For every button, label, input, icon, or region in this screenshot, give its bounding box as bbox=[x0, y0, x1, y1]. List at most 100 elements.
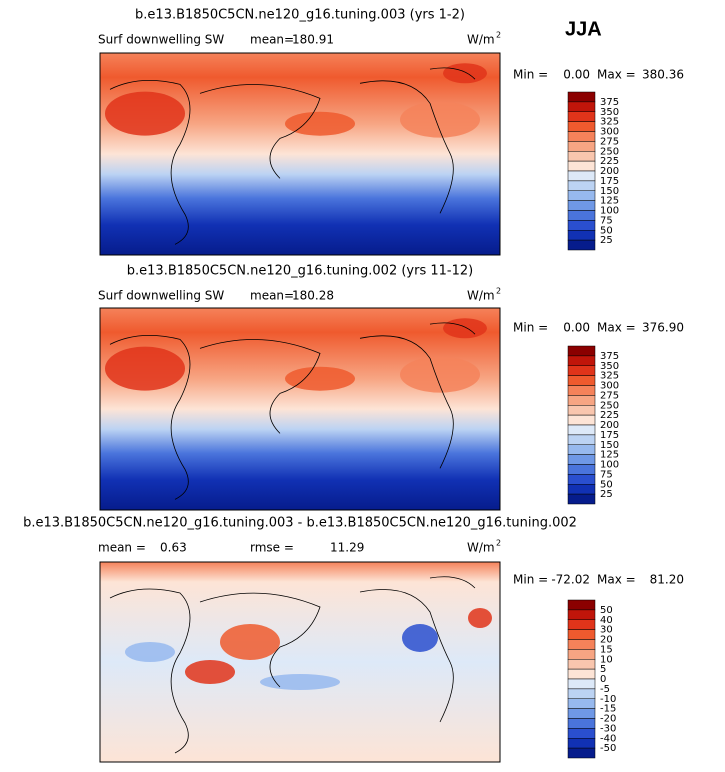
colorbar-box bbox=[567, 111, 596, 122]
colorbar-box bbox=[567, 708, 596, 719]
colorbar-box bbox=[567, 385, 596, 396]
colorbar-box bbox=[567, 101, 596, 112]
units-exponent: 2 bbox=[496, 31, 501, 40]
rmse-label: rmse = bbox=[250, 541, 294, 555]
colorbar-label: -5 bbox=[600, 684, 610, 695]
field-name: Surf downwelling SW bbox=[98, 33, 224, 47]
colorbar-box bbox=[567, 747, 596, 759]
colorbar-label: 25 bbox=[600, 489, 613, 500]
colorbar-box bbox=[567, 484, 596, 495]
field-name: Surf downwelling SW bbox=[98, 289, 224, 303]
units: W/m bbox=[467, 541, 495, 555]
map-region bbox=[105, 346, 185, 391]
colorbar-box bbox=[567, 220, 596, 231]
colorbar-box bbox=[567, 474, 596, 485]
colorbar-box bbox=[567, 718, 596, 729]
colorbar-box bbox=[567, 230, 596, 241]
colorbar-box bbox=[567, 131, 596, 142]
mean-value: 0.63 bbox=[160, 541, 187, 555]
colorbar-label: 325 bbox=[600, 371, 619, 382]
colorbar-label: -50 bbox=[600, 743, 616, 754]
colorbar-box bbox=[567, 464, 596, 475]
colorbar-box bbox=[567, 414, 596, 426]
colorbar-box bbox=[567, 599, 596, 611]
colorbar-box bbox=[567, 190, 596, 201]
colorbar-box bbox=[567, 395, 596, 406]
max-value: 376.90 bbox=[642, 321, 684, 335]
colorbar-label: -20 bbox=[600, 714, 616, 725]
colorbar-label: 375 bbox=[600, 351, 619, 362]
units: W/m bbox=[467, 289, 495, 303]
colorbar-label: -30 bbox=[600, 723, 616, 734]
colorbar-label: 300 bbox=[600, 381, 619, 392]
colorbar-label: -10 bbox=[600, 694, 616, 705]
colorbar-label: 5 bbox=[600, 664, 606, 675]
colorbar-label: 125 bbox=[600, 196, 619, 207]
map-region bbox=[443, 318, 487, 339]
colorbar-label: 10 bbox=[600, 654, 613, 665]
colorbar-box bbox=[567, 454, 596, 465]
colorbar-box bbox=[567, 121, 596, 132]
coastline bbox=[109, 576, 476, 754]
colorbar-label: 350 bbox=[600, 107, 619, 118]
min-value: -72.02 bbox=[551, 573, 590, 587]
colorbar-label: 125 bbox=[600, 450, 619, 461]
colorbar-label: 250 bbox=[600, 146, 619, 157]
colorbar-box bbox=[567, 151, 596, 162]
colorbar-label: 15 bbox=[600, 644, 613, 655]
mean-label: mean= bbox=[250, 33, 294, 47]
colorbar-label: 0 bbox=[600, 674, 606, 685]
min-value: 0.00 bbox=[563, 321, 590, 335]
max-label: Max = bbox=[597, 68, 636, 82]
colorbar-label: 150 bbox=[600, 186, 619, 197]
min-value: 0.00 bbox=[563, 68, 590, 82]
colorbar-label: 50 bbox=[600, 479, 613, 490]
coastline bbox=[109, 67, 476, 245]
mean-label: mean= bbox=[250, 289, 294, 303]
rmse-value: 11.29 bbox=[330, 541, 364, 555]
map-region bbox=[400, 101, 480, 138]
colorbar-box bbox=[567, 375, 596, 386]
colorbar-label: 225 bbox=[600, 410, 619, 421]
panel-title: b.e13.B1850C5CN.ne120_g16.tuning.003 - b… bbox=[23, 516, 577, 531]
map-field bbox=[99, 307, 501, 511]
colorbar-label: 200 bbox=[600, 420, 619, 431]
min-label: Min = bbox=[513, 321, 548, 335]
colorbar-box bbox=[567, 629, 596, 640]
colorbar-label: 40 bbox=[600, 615, 613, 626]
colorbar-box bbox=[567, 728, 596, 739]
colorbar-box bbox=[567, 365, 596, 376]
colorbar-box bbox=[567, 91, 596, 103]
colorbar-box bbox=[567, 434, 596, 445]
colorbar-label: 75 bbox=[600, 215, 613, 226]
map-field bbox=[99, 561, 501, 763]
colorbar-box bbox=[567, 619, 596, 630]
colorbar-box bbox=[567, 444, 596, 455]
colorbar-box bbox=[567, 649, 596, 660]
colorbar-box bbox=[567, 239, 596, 251]
colorbar-box bbox=[567, 639, 596, 650]
map-region bbox=[285, 111, 355, 136]
colorbar-box bbox=[567, 405, 596, 416]
colorbar-label: 225 bbox=[600, 156, 619, 167]
colorbar-label: 250 bbox=[600, 400, 619, 411]
min-label: Min = bbox=[513, 68, 548, 82]
max-label: Max = bbox=[597, 573, 636, 587]
colorbar-box bbox=[567, 688, 596, 699]
units: W/m bbox=[467, 33, 495, 47]
colorbar-box bbox=[567, 698, 596, 709]
min-label: Min = bbox=[513, 573, 548, 587]
colorbar-label: 300 bbox=[600, 127, 619, 138]
season-label: JJA bbox=[565, 18, 602, 40]
map-region bbox=[443, 63, 487, 84]
map-frame bbox=[99, 52, 501, 256]
colorbar-label: 50 bbox=[600, 225, 613, 236]
max-value: 380.36 bbox=[642, 68, 684, 82]
map-region bbox=[285, 366, 355, 391]
units-exponent: 2 bbox=[496, 539, 501, 548]
map-field bbox=[99, 52, 501, 256]
colorbar-label: 175 bbox=[600, 430, 619, 441]
colorbar-label: -40 bbox=[600, 733, 616, 744]
colorbar-box bbox=[567, 210, 596, 221]
